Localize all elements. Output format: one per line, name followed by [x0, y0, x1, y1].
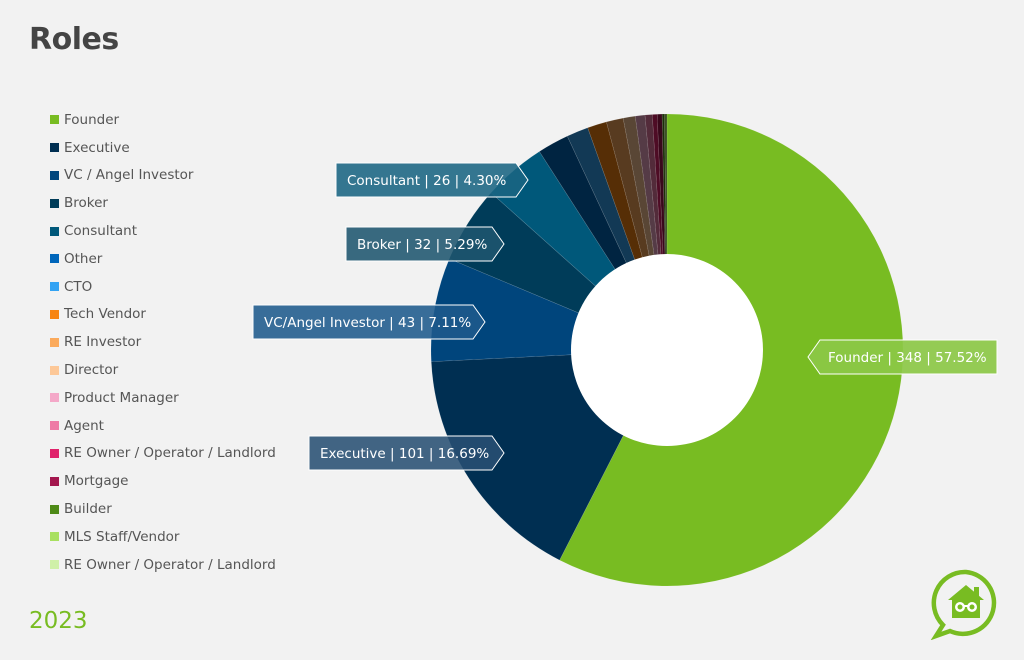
legend-swatch [50, 282, 59, 292]
legend-item[interactable]: VC / Angel Investor [50, 162, 276, 190]
chart-legend: Founder Executive VC / Angel Investor Broke… [50, 106, 276, 579]
legend-item[interactable]: Mortgage [50, 467, 276, 495]
legend-item[interactable]: CTO [50, 273, 276, 301]
legend-swatch [50, 448, 59, 458]
legend-swatch [50, 337, 59, 347]
legend-item[interactable]: Builder [50, 495, 276, 523]
legend-label: RE Owner / Operator / Landlord [64, 445, 276, 462]
legend-item[interactable]: RE Investor [50, 328, 276, 356]
legend-swatch [50, 560, 59, 570]
legend-item[interactable]: RE Owner / Operator / Landlord [50, 551, 276, 579]
legend-swatch [50, 115, 59, 125]
donut-hole [571, 254, 763, 446]
legend-swatch [50, 309, 59, 319]
legend-label: MLS Staff/Vendor [64, 528, 180, 545]
legend-swatch [50, 504, 59, 514]
legend-swatch [50, 421, 59, 431]
year-label: 2023 [29, 608, 88, 634]
legend-item[interactable]: RE Owner / Operator / Landlord [50, 440, 276, 468]
legend-swatch [50, 170, 59, 180]
legend-item[interactable]: Broker [50, 189, 276, 217]
data-label-text: Executive | 101 | 16.69% [320, 446, 489, 462]
legend-item[interactable]: Consultant [50, 217, 276, 245]
legend-item[interactable]: Product Manager [50, 384, 276, 412]
page-title: Roles [29, 22, 119, 57]
legend-swatch [50, 476, 59, 486]
legend-label: VC / Angel Investor [64, 167, 194, 184]
legend-item[interactable]: MLS Staff/Vendor [50, 523, 276, 551]
legend-label: Founder [64, 111, 120, 128]
legend-label: Executive [64, 139, 130, 156]
legend-label: Broker [64, 195, 108, 212]
legend-label: Builder [64, 501, 112, 518]
legend-label: Agent [64, 417, 104, 434]
data-label: Executive | 101 | 16.69% [308, 435, 505, 471]
legend-item[interactable]: Agent [50, 412, 276, 440]
legend-label: CTO [64, 278, 93, 295]
legend-swatch [50, 532, 59, 542]
legend-label: Director [64, 362, 119, 379]
data-label: VC/Angel Investor | 43 | 7.11% [252, 304, 486, 340]
legend-swatch [50, 143, 59, 153]
legend-item[interactable]: Director [50, 356, 276, 384]
legend-swatch [50, 198, 59, 208]
data-label-text: Broker | 32 | 5.29% [357, 237, 487, 253]
logo [930, 568, 1002, 644]
legend-swatch [50, 254, 59, 264]
house-glasses-speech-bubble-icon [930, 569, 997, 641]
data-label-text: Consultant | 26 | 4.30% [347, 173, 506, 189]
legend-swatch [50, 393, 59, 403]
legend-swatch [50, 365, 59, 375]
legend-item[interactable]: Other [50, 245, 276, 273]
data-label: Broker | 32 | 5.29% [345, 226, 505, 262]
legend-item[interactable]: Tech Vendor [50, 301, 276, 329]
legend-item[interactable]: Executive [50, 134, 276, 162]
data-label-text: Founder | 348 | 57.52% [828, 350, 987, 366]
data-label-text: VC/Angel Investor | 43 | 7.11% [264, 315, 471, 331]
legend-label: Tech Vendor [64, 306, 146, 323]
legend-label: Product Manager [64, 389, 179, 406]
data-label: Consultant | 26 | 4.30% [335, 162, 529, 198]
legend-item[interactable]: Founder [50, 106, 276, 134]
legend-label: Mortgage [64, 473, 129, 490]
legend-label: Other [64, 250, 103, 267]
data-label: Founder | 348 | 57.52% [807, 339, 998, 375]
legend-label: RE Investor [64, 334, 142, 351]
legend-swatch [50, 226, 59, 236]
legend-label: Consultant [64, 223, 137, 240]
legend-label: RE Owner / Operator / Landlord [64, 556, 276, 573]
